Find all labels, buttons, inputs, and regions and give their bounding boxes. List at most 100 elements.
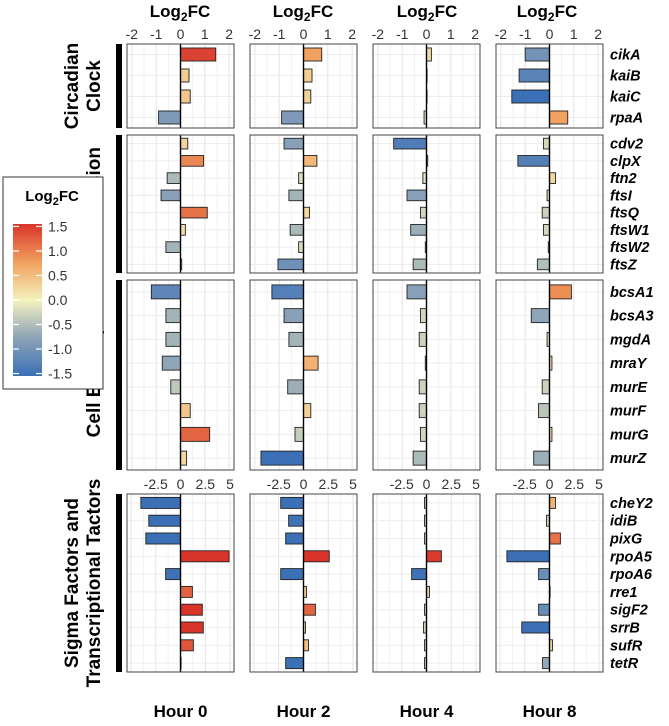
axis-tick-label: 1 (201, 26, 209, 42)
column-footers-layer: Hour 0 Hour 2 Hour 4 Hour 8 (154, 702, 577, 721)
bar-rpoA5-hour-8 (506, 550, 550, 563)
bar-ftsI-hour-2 (288, 189, 304, 202)
bar-sufR-hour-0 (180, 639, 194, 652)
axis-tick-label: 0 (177, 476, 185, 492)
gene-label-rpoA5: rpoA5 (610, 549, 653, 565)
header-log-part: Log (517, 2, 548, 21)
header-subscript-2: 2 (428, 10, 435, 24)
gene-labels-layer: cikAkaiBkaiCrpaAcdv2clpXftn2ftsIftsQftsW… (609, 48, 654, 673)
gene-label-rpoA6: rpoA6 (610, 567, 653, 583)
gene-label-sufR: sufR (610, 638, 643, 654)
bar-cikA-hour-8 (524, 47, 550, 62)
bar-ftsW2-hour-2 (298, 241, 304, 253)
legend-subscript-2: 2 (53, 196, 59, 208)
bar-rpaA-hour-2 (281, 110, 304, 125)
group-label-line: Transcriptional Tactors (84, 479, 105, 688)
group-label-line: Sigma Factors and (62, 498, 83, 668)
gene-label-ftsW2: ftsW2 (610, 240, 649, 256)
axis-tick-label: 0 (546, 476, 554, 492)
panel-border (372, 279, 481, 471)
bar-murZ-hour-4 (412, 450, 427, 466)
legend-tick-label: 0.0 (48, 292, 68, 308)
bar-kaiB-hour-8 (518, 68, 550, 83)
axis-tick-label: 5 (595, 476, 603, 492)
bar-sigF2-hour-2 (303, 603, 316, 616)
axis-tick-label: 0 (300, 26, 308, 42)
bar-cikA-hour-2 (303, 47, 323, 62)
axis-tick-label: 2.5 (442, 476, 462, 492)
panels-layer (126, 43, 604, 673)
bar-cikA-hour-0 (180, 47, 217, 62)
gene-label-murZ: murZ (610, 451, 647, 467)
column-header-hour-4: Log2FC (397, 2, 458, 24)
bar-clpX-hour-2 (303, 155, 318, 167)
bar-ftsW1-hour-2 (289, 224, 304, 236)
bar-ftsW1-hour-4 (410, 224, 427, 236)
bar-rpaA-hour-8 (549, 110, 569, 125)
header-log-part: Log (397, 2, 428, 21)
axis-tick-label: -2.5 (390, 476, 414, 492)
axis-tick-label: 1 (324, 26, 332, 42)
bar-murG-hour-0 (180, 426, 211, 442)
axis-tick-label: -1 (273, 26, 286, 42)
column-footer-hour-2: Hour 2 (277, 702, 331, 721)
panel-border (495, 43, 604, 129)
gene-label-rpaA: rpaA (610, 111, 643, 127)
panel-border (495, 279, 604, 471)
legend-tick-label: -0.5 (48, 317, 72, 333)
panel-border (495, 493, 604, 673)
axis-tick-label: 2 (225, 26, 233, 42)
gene-label-cdv2: cdv2 (610, 137, 643, 153)
bar-rpoA6-hour-4 (411, 568, 427, 581)
axis-tick-label: 2.5 (196, 476, 216, 492)
gene-label-mraY: mraY (610, 356, 648, 372)
axis-tick-label: 1 (447, 26, 455, 42)
gene-label-cikA: cikA (610, 48, 641, 64)
axis-tick-label: 2 (348, 26, 356, 42)
legend-tick-label: 0.5 (48, 267, 68, 283)
panel-border (249, 279, 358, 471)
bar-rpoA6-hour-2 (280, 568, 304, 581)
axis-tick-label: -1 (519, 26, 532, 42)
legend-log-part: Log (25, 188, 53, 205)
gene-label-murF: murF (610, 404, 647, 420)
panel-border (126, 43, 235, 129)
axis-tick-label: 5 (472, 476, 480, 492)
bar-ftsQ-hour-0 (180, 206, 208, 219)
column-header-hour-8: Log2FC (517, 2, 578, 24)
bar-cdv2-hour-4 (393, 137, 427, 150)
group-bracket (116, 135, 122, 273)
panel-border (249, 43, 358, 129)
bar-ftsW1-hour-8 (542, 224, 550, 236)
gene-label-kaiB: kaiB (610, 69, 641, 85)
bar-ftsW2-hour-0 (165, 241, 181, 253)
panel-border (372, 134, 481, 274)
bar-bcsA1-hour-8 (549, 284, 572, 300)
bar-cheY2-hour-0 (140, 496, 181, 509)
bar-ftsQ-hour-2 (303, 206, 311, 219)
bar-ftn2-hour-0 (166, 172, 181, 184)
bar-ftsQ-hour-8 (541, 206, 550, 219)
color-legend: Log2FC 1.5 1.0 0.5 0.0 -0.5 -1.0 -1.5 (2, 176, 104, 390)
gene-label-clpX: clpX (610, 154, 642, 170)
bar-clpX-hour-8 (517, 155, 550, 167)
axis-tick-label: 2 (471, 26, 479, 42)
bar-rpoA6-hour-8 (538, 568, 550, 581)
bar-ftn2-hour-8 (549, 172, 557, 184)
header-subscript-2: 2 (181, 10, 188, 24)
bar-rpaA-hour-0 (158, 110, 181, 125)
column-header-hour-0: Log2FC (150, 2, 211, 24)
bar-mgdA-hour-2 (288, 331, 304, 347)
bar-murF-hour-2 (303, 403, 312, 419)
bar-clpX-hour-0 (180, 155, 205, 167)
bar-rpoA5-hour-2 (303, 550, 330, 563)
gene-label-murG: murG (610, 427, 649, 443)
bar-sufR-hour-2 (303, 639, 309, 652)
legend-tick-label: 1.0 (48, 243, 68, 259)
bar-ftn2-hour-2 (298, 172, 304, 184)
header-subscript-2: 2 (548, 10, 555, 24)
gene-label-ftn2: ftn2 (610, 171, 637, 187)
header-fc-part: FC (188, 2, 211, 21)
legend-tick-label: 1.5 (48, 218, 68, 234)
gene-label-ftsI: ftsI (610, 188, 633, 204)
